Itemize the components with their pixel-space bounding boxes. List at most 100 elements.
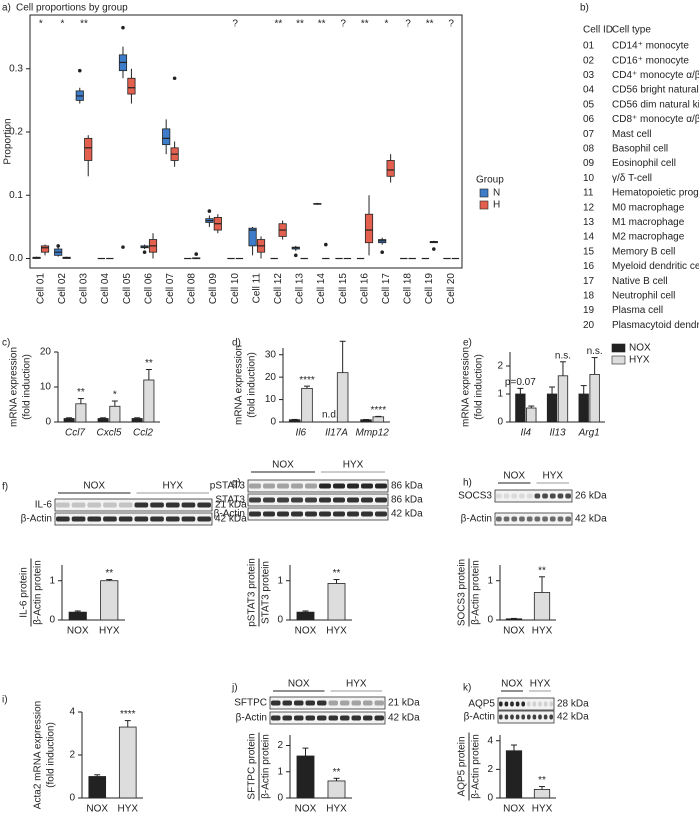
plot-frame (29, 14, 463, 269)
x-tick-label: Arg1 (578, 428, 600, 439)
blot-band (319, 511, 331, 517)
x-tick-label: Cell 16 (359, 273, 370, 305)
significance: ** (318, 19, 326, 30)
bar (557, 375, 569, 423)
y-tick-label: 0.0 (9, 253, 23, 264)
blot-band (543, 701, 548, 707)
legend-swatch (479, 188, 489, 198)
x-tick-label: Cell 17 (381, 273, 392, 305)
x-tick-label: HYX (532, 626, 553, 637)
significance: n.s. (587, 346, 603, 357)
significance: ** (77, 387, 85, 398)
blot-band (496, 516, 502, 522)
bar (578, 393, 589, 423)
bar (327, 583, 346, 621)
legend-label: N (493, 188, 500, 199)
blot-band (519, 516, 525, 522)
blot-size: 21 kDa (215, 500, 247, 511)
blot-band (347, 497, 359, 503)
blot-group: HYX (343, 460, 364, 471)
blot-band (503, 516, 510, 522)
x-tick-label: NOX (295, 626, 317, 637)
table-cell: 17 (583, 276, 595, 287)
blot-band (340, 715, 350, 721)
table-cell: γ/δ T-cell (612, 173, 652, 184)
blot-band (165, 516, 180, 522)
y-axis-label: pSTAT3 protein (247, 558, 258, 627)
blot-protein: β-Actin (236, 713, 267, 724)
legend-swatch (611, 343, 626, 353)
blot-band (521, 714, 525, 720)
blot-band (282, 715, 292, 721)
significance: * (39, 19, 43, 30)
blot-membrane (247, 507, 389, 521)
blot-protein: β-Actin (214, 509, 245, 520)
blot-membrane (247, 479, 389, 493)
blot-band (347, 511, 359, 517)
blot-band (305, 511, 317, 517)
blot-band (557, 516, 564, 522)
outlier (56, 244, 60, 248)
x-tick-label: NOX (67, 626, 89, 637)
blot-band (277, 497, 289, 503)
box (84, 137, 93, 161)
bar (327, 780, 346, 799)
y-axis-label: STAT3 protein (261, 561, 272, 624)
blot-band (565, 493, 571, 499)
blot-band (510, 714, 514, 720)
x-tick-label: HYX (326, 626, 347, 637)
legend-swatch (611, 355, 626, 365)
blot-protein: IL-6 (35, 500, 53, 511)
bar (88, 776, 107, 799)
bar (118, 726, 137, 799)
blot-band (294, 700, 304, 706)
panel-label: c) (2, 338, 10, 349)
blot-protein: STAT3 (215, 495, 245, 506)
blot-band (271, 715, 281, 721)
table-cell: CD16⁺ monocyte (612, 55, 689, 66)
blot-size: 28 kDa (557, 699, 589, 710)
x-tick-label: Cell 01 (35, 273, 46, 305)
x-tick-label: Cell 12 (273, 273, 284, 305)
table-cell: M1 macrophage (612, 217, 685, 228)
blot-band (118, 516, 133, 522)
panel-label: f) (2, 482, 8, 493)
blot-band (277, 511, 289, 517)
blot-protein: β-Actin (21, 514, 52, 525)
blot-band (282, 700, 292, 706)
blot-band (134, 516, 149, 522)
blot-band (496, 493, 502, 499)
x-tick-label: Cell 09 (208, 273, 219, 305)
blot-band (305, 700, 315, 706)
table-cell: M2 macrophage (612, 232, 685, 243)
x-tick-label: Cell 06 (143, 273, 154, 305)
y-tick-label: 0 (277, 793, 283, 804)
blot-band (542, 516, 548, 522)
blot-membrane (247, 493, 389, 507)
blot-size: 21 kDa (388, 698, 420, 709)
blot-band (515, 714, 520, 720)
blot-band (317, 700, 327, 706)
table-cell: 05 (583, 99, 595, 110)
y-axis-label: (fold induction) (474, 354, 485, 420)
blot-band (538, 714, 542, 720)
significance: ** (538, 775, 546, 786)
bar (526, 407, 537, 423)
table-cell: CD14⁺ monocyte (612, 41, 689, 52)
legend-swatch (479, 200, 489, 210)
blot-band (361, 511, 373, 517)
blot-group: NOX (288, 679, 310, 690)
significance: * (384, 19, 388, 30)
y-tick-label: 0 (45, 417, 51, 428)
blot-band (333, 497, 345, 503)
table-cell: CD4⁺ monocyte α/β T-cell (612, 70, 699, 81)
chart-title: Cell proportions by group (16, 3, 128, 14)
y-tick-label: 4 (487, 735, 493, 746)
bar (288, 419, 301, 423)
x-tick-label: Cell 15 (338, 273, 349, 305)
blot-membrane (54, 512, 213, 526)
x-tick-label: Cell 10 (230, 273, 241, 305)
blot-band (56, 502, 70, 508)
y-tick-label: 0.3 (9, 63, 23, 74)
table-cell: 16 (583, 261, 595, 272)
